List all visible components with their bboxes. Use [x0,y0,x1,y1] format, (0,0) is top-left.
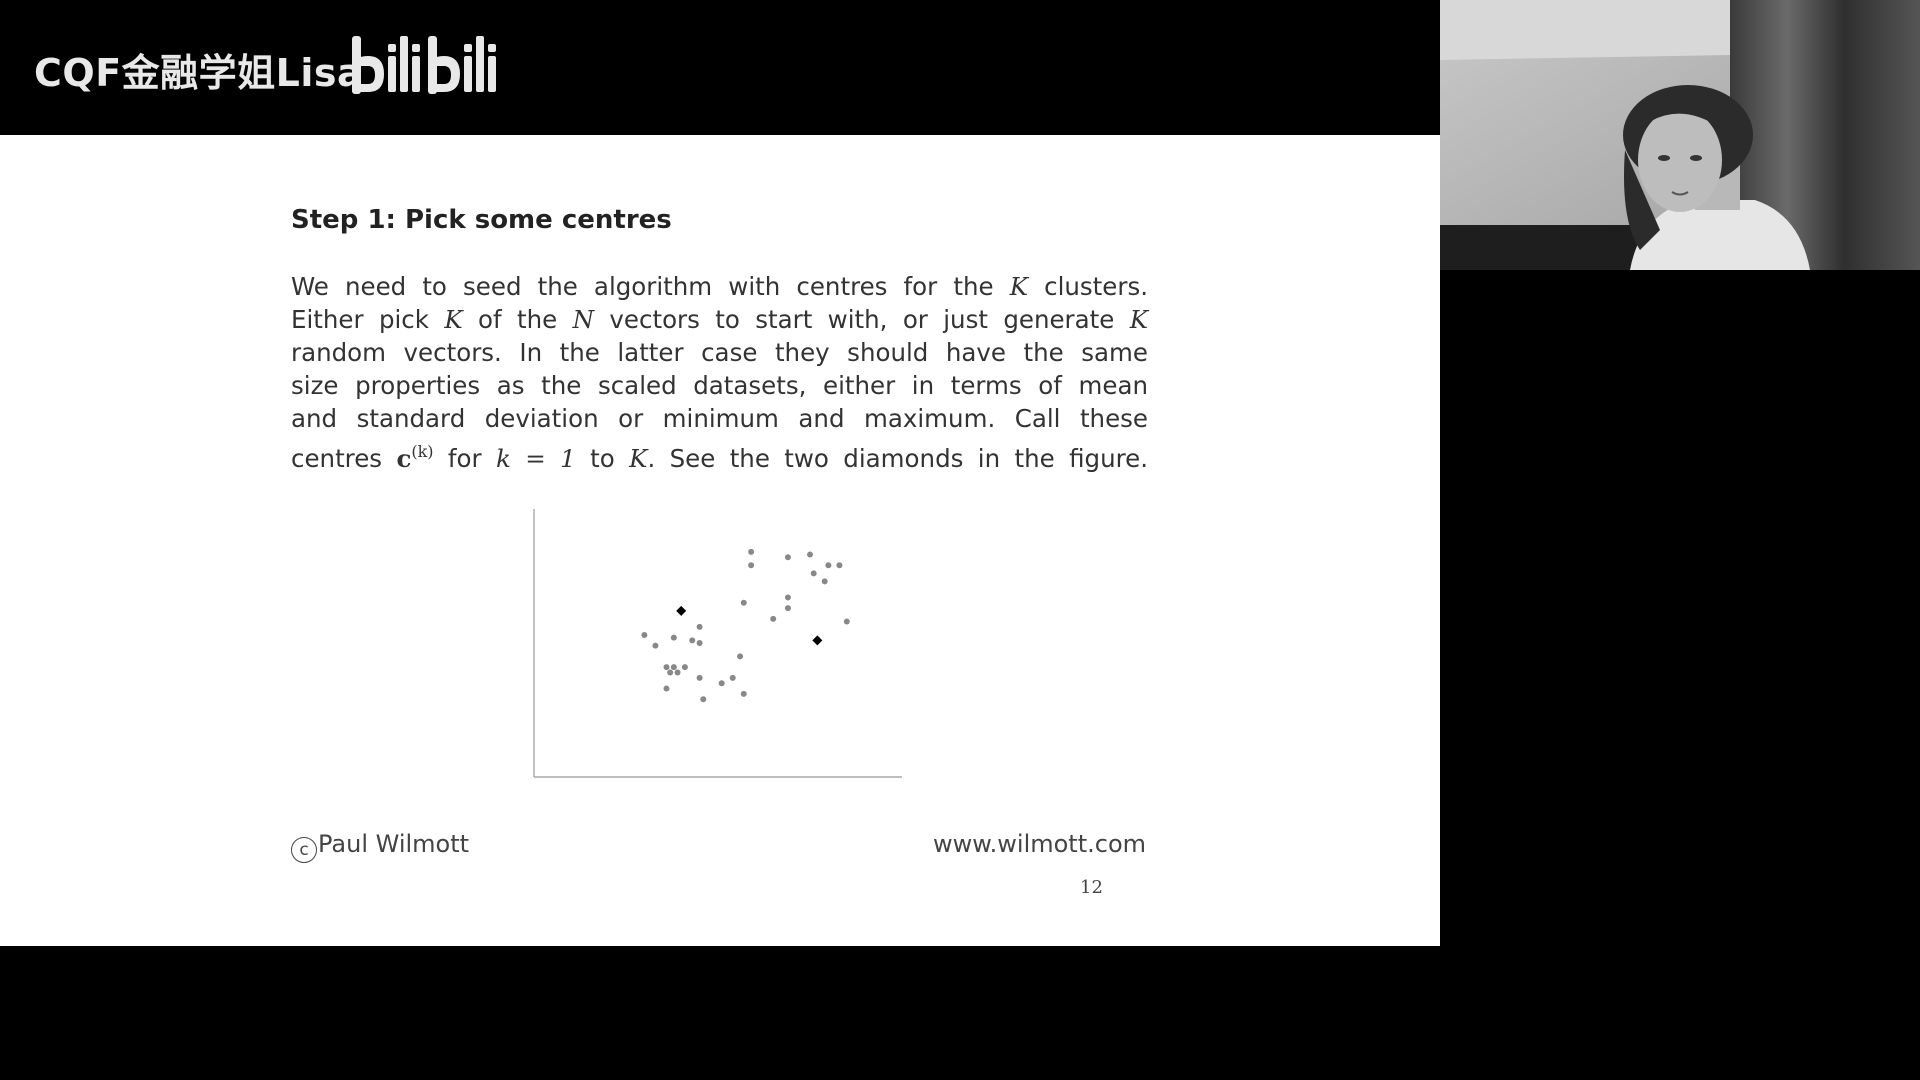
slide-heading: Step 1: Pick some centres [291,205,672,235]
body-line-4: size properties as the scaled datasets, … [291,371,1148,400]
data-point [748,548,755,555]
slide-footer-author: c Paul Wilmott [291,830,469,863]
data-point [784,605,791,612]
centre-diamond [812,635,823,646]
scatter-plot [533,509,902,778]
data-point [748,562,755,569]
copyright-icon: c [291,837,317,863]
body-line-1: We need to seed the algorithm with centr… [291,270,1148,303]
body-line-3: random vectors. In the latter case they … [291,338,1148,367]
data-point [718,680,725,687]
author-name: Paul Wilmott [318,830,470,858]
slide: Step 1: Pick some centres We need to see… [0,135,1440,946]
data-point [784,594,791,601]
video-top-bar: CQF金融学姐Lisa [0,0,1440,135]
data-point [663,664,670,671]
data-point [696,623,703,630]
data-point [784,554,791,561]
data-point [670,664,677,671]
centre-diamond [676,605,687,616]
body-text: for [433,444,497,473]
data-point [810,570,817,577]
presenter-video-icon [1440,0,1920,270]
data-point [700,696,707,703]
presenter-webcam [1440,0,1920,270]
data-point [737,653,744,660]
body-text: to [575,444,630,473]
body-text: . See the two diamonds in the figure. [647,444,1148,473]
math-symbol: N [572,305,595,334]
data-point [729,674,736,681]
data-point [740,690,747,697]
body-line-6: centres c(k) for k = 1 to K. See the two… [291,435,1148,475]
data-point [836,562,843,569]
slide-page-number: 12 [1080,877,1103,898]
math-symbol: K [629,444,648,473]
math-superscript: (k) [411,442,434,461]
data-point [667,669,674,676]
data-point [825,562,832,569]
math-symbol: K [1009,272,1028,301]
data-point [674,669,681,676]
data-point [770,615,777,622]
body-line-2: Either pick K of the N vectors to start … [291,303,1148,336]
data-point [641,631,648,638]
slide-body-text: We need to seed the algorithm with centr… [291,270,1148,475]
math-symbol: K [444,305,463,334]
bilibili-logo-icon [352,36,496,94]
data-point [821,578,828,585]
data-point [670,634,677,641]
body-text: clusters. [1028,272,1148,301]
channel-watermark: CQF金融学姐Lisa [34,51,364,95]
data-point [696,640,703,646]
data-point [663,685,670,692]
body-text: of the [462,305,573,334]
slide-footer-website: www.wilmott.com [932,830,1146,858]
math-symbol: c [396,444,412,473]
math-symbol: k = 1 [496,444,576,473]
data-point [681,664,688,671]
data-point [689,637,696,644]
data-point [740,599,747,606]
body-line-5: and standard deviation or minimum and ma… [291,404,1148,433]
math-symbol: K [1129,305,1149,334]
body-text: centres [291,444,397,473]
body-text: We need to seed the algorithm with centr… [291,272,1010,301]
data-point [843,618,850,625]
data-point [696,674,703,681]
body-text: Either pick [291,305,445,334]
data-point [807,551,813,558]
body-text: vectors to start with, or just generate [594,305,1130,334]
data-point [652,642,659,649]
